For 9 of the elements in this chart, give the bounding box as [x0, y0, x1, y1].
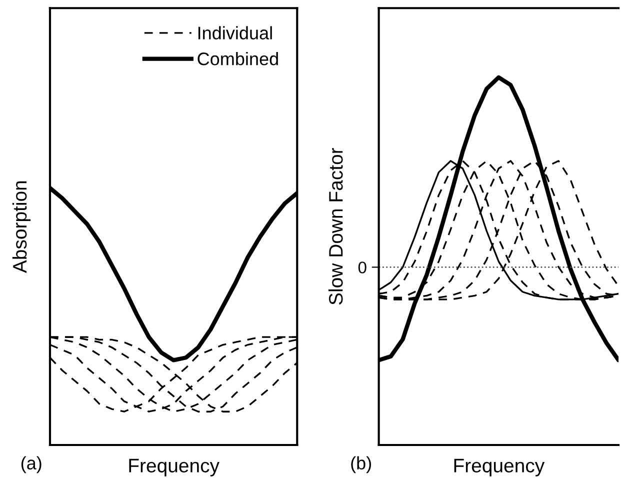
x-axis-title: Frequency — [129, 458, 220, 476]
y-axis-title: Slow Down Factor — [328, 148, 343, 305]
legend-label: Combined — [198, 52, 278, 66]
ref-line-label: 0 — [358, 262, 366, 274]
text: (b) — [351, 456, 371, 474]
x-axis-title: Frequency — [454, 458, 545, 476]
legend-label: Individual — [198, 26, 272, 40]
text: (a) — [21, 456, 42, 474]
y-axis-title: Absorption — [12, 181, 31, 274]
